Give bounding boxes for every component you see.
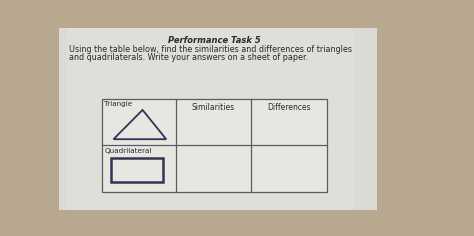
Text: Using the table below, find the similarities and differences of triangles: Using the table below, find the similari… [69, 45, 352, 54]
Text: Performance Task 5: Performance Task 5 [168, 36, 261, 45]
Bar [59, 28, 377, 210]
Text: Quadrilateral: Quadrilateral [104, 148, 152, 154]
Bar [111, 158, 163, 182]
Text: and quadrilaterals. Write your answers on a sheet of paper.: and quadrilaterals. Write your answers o… [69, 53, 308, 62]
Bar [67, 28, 354, 210]
Text: Triangle: Triangle [104, 101, 132, 107]
Bar [102, 99, 327, 192]
Text: Differences: Differences [267, 103, 311, 112]
Text: Similarities: Similarities [192, 103, 235, 112]
